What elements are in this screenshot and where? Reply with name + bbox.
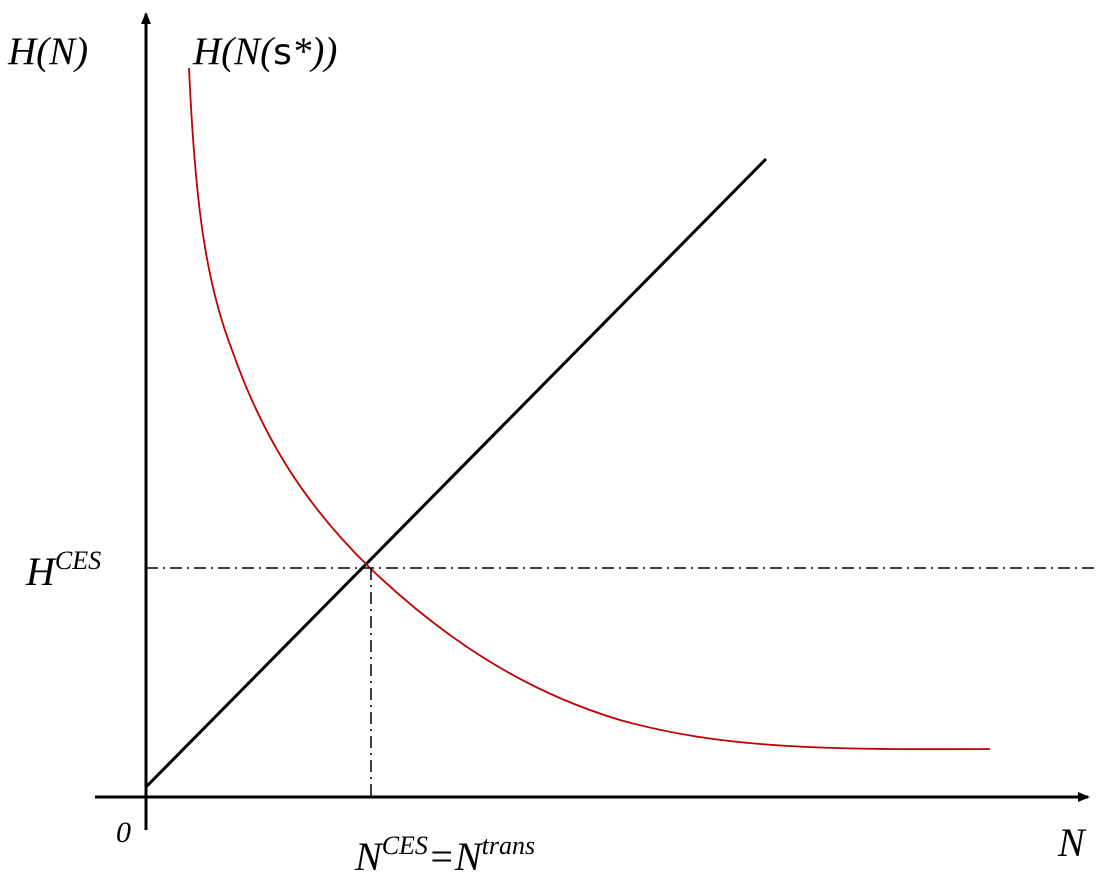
h-of-n-line [144,157,768,789]
n-ces-label: NCES=Ntrans [354,831,535,876]
h-of-n-sigma-curve [188,67,991,751]
curve-label: H(N(s*)) [192,30,337,73]
h-ces-label: HCES [25,546,101,594]
x-axis-label: N [1057,820,1087,865]
origin-label: 0 [116,816,131,849]
y-axis-label: H(N) [7,30,88,73]
